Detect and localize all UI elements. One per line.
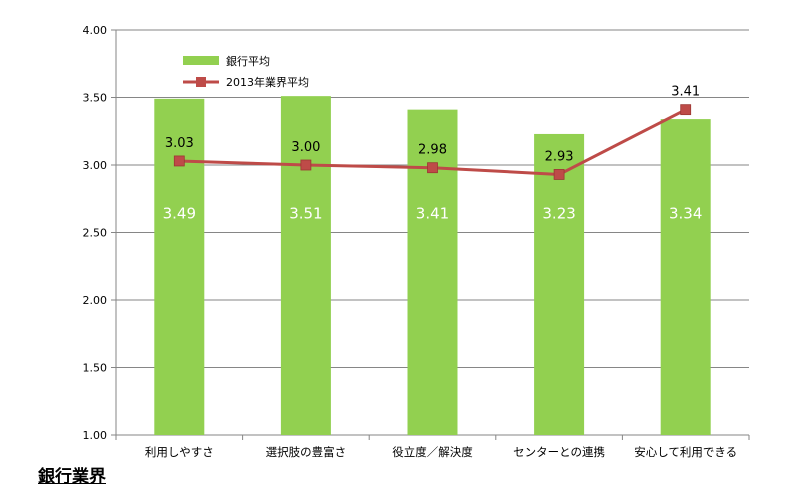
line-value-label: 3.41 [671,85,700,100]
line-point-marker [300,159,312,171]
line-point-marker [427,162,438,174]
y-tick-label: 4.00 [83,24,108,37]
footer-title: 銀行業界 [38,467,106,487]
line-series [173,104,692,180]
y-tick-label: 3.00 [83,159,108,172]
legend-label: 2013年業界平均 [226,75,309,89]
y-tick-label: 3.50 [83,92,108,105]
axes: 4.00 3.50 3.00 2.50 2.00 1.50 1.00 利用しやすさ 選択肢の豊富… [83,24,750,459]
bar-value-label: 3.51 [289,204,322,222]
data-labels: 3.49 3.51 3.41 3.23 3.34 3.03 3.00 2.98 2.93 3.41 [163,85,703,223]
bar-value-label: 3.23 [542,204,575,222]
chart: 4.00 3.50 3.00 2.50 2.00 1.50 1.00 利用しやすさ 選択肢の豊富… [83,24,750,459]
x-tick-label: 安心して利用できる [634,445,737,459]
x-tick-label: 役立度／解決度 [392,445,473,459]
line-point-marker [553,169,565,180]
legend: 銀行平均 2013年業界平均 [183,54,309,89]
y-tick-label: 2.50 [83,227,108,240]
bar [280,96,331,436]
x-tick-label: 選択肢の豊富さ [266,445,347,459]
line-point-marker [173,155,185,167]
bar [407,109,458,436]
legend-bar-swatch [183,56,219,65]
bar-value-label: 3.41 [416,204,449,222]
line-value-label: 3.03 [165,136,194,151]
line-value-label: 2.93 [545,149,574,164]
legend-label: 銀行平均 [226,54,270,68]
y-tick-label: 1.50 [83,362,108,375]
bar-value-label: 3.34 [669,204,702,222]
line-value-label: 2.98 [418,143,447,158]
y-tick-label: 2.00 [83,294,108,307]
bars [154,96,711,436]
x-tick-label: センターとの連携 [513,445,605,459]
line-value-label: 3.00 [291,140,320,155]
bar [534,133,585,435]
line-point-marker [680,104,692,116]
y-tick-label: 1.00 [83,429,108,442]
bar [154,98,205,435]
bar-value-label: 3.49 [163,204,196,222]
x-tick-label: 利用しやすさ [145,445,214,459]
bar [660,119,711,435]
legend-line-marker [196,77,206,87]
